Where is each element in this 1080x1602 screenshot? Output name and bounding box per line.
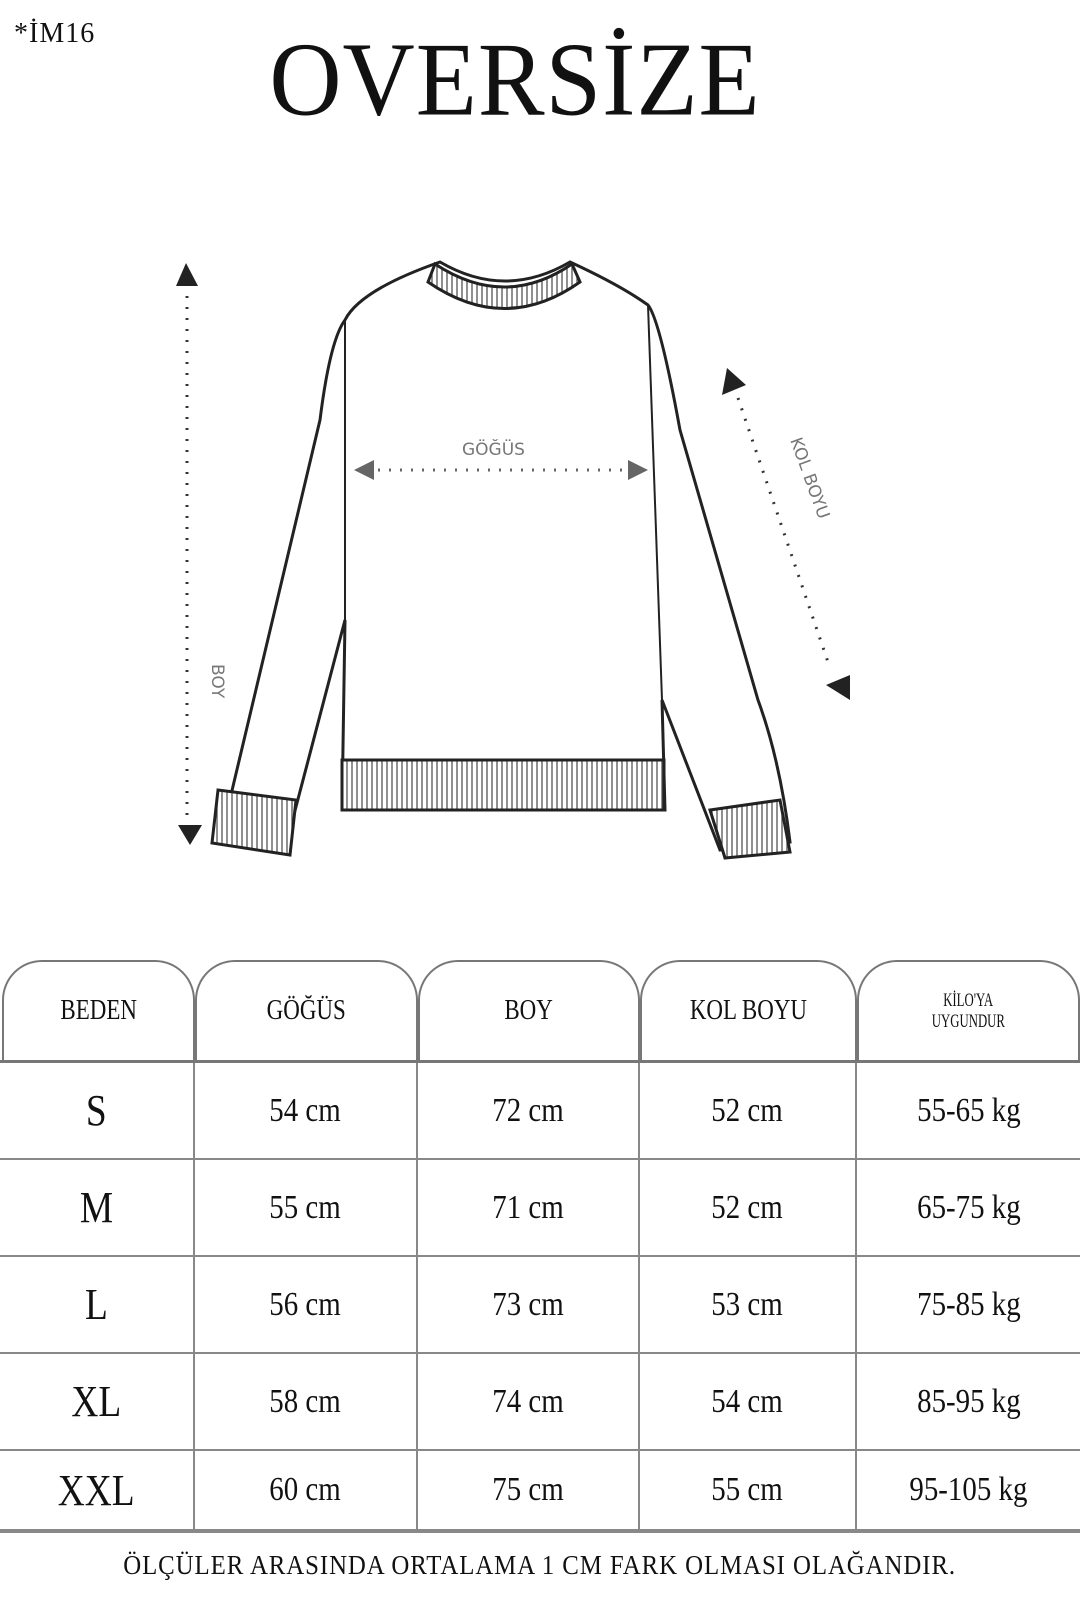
cell-weight: 55-65 kg: [916, 1091, 1021, 1129]
length-label: BOY: [207, 664, 227, 699]
header-size: BEDEN: [2, 960, 195, 1060]
length-arrow: [176, 263, 202, 845]
page-title: OVERSİZE: [269, 21, 761, 138]
cell-length: 74 cm: [418, 1354, 640, 1449]
size-table-body: S 54 cm 72 cm 52 cm 55-65 kg M 55 cm 71 cm 52 cm…: [0, 1060, 1080, 1533]
cell-length: 75 cm: [418, 1451, 640, 1529]
chest-label: GÖĞÜS: [462, 438, 525, 460]
cell-chest: 55 cm: [195, 1160, 418, 1255]
cell-chest: 60 cm: [195, 1451, 418, 1529]
cell-length: 72 cm: [418, 1063, 640, 1158]
cell-size: S: [0, 1063, 195, 1158]
table-row: L 56 cm 73 cm 53 cm 75-85 kg: [0, 1257, 1080, 1354]
cell-sleeve: 53 cm: [640, 1257, 857, 1352]
cell-length: 73 cm: [418, 1257, 640, 1352]
cell-size: M: [0, 1160, 195, 1255]
table-row: XL 58 cm 74 cm 54 cm 85-95 kg: [0, 1354, 1080, 1451]
cell-length: 71 cm: [418, 1160, 640, 1255]
header-sleeve: KOL BOYU: [640, 960, 857, 1060]
table-row: M 55 cm 71 cm 52 cm 65-75 kg: [0, 1160, 1080, 1257]
cell-chest: 54 cm: [195, 1063, 418, 1158]
cell-chest: 58 cm: [195, 1354, 418, 1449]
sleeve-label: KOL BOYU: [785, 435, 833, 522]
cell-weight: 75-85 kg: [916, 1285, 1021, 1323]
cell-size: XL: [0, 1354, 195, 1449]
header-length: BOY: [418, 960, 640, 1060]
header-chest: GÖĞÜS: [195, 960, 418, 1060]
cell-sleeve: 52 cm: [640, 1063, 857, 1158]
sweater-outline: [210, 260, 792, 860]
cell-sleeve: 52 cm: [640, 1160, 857, 1255]
cell-weight: 85-95 kg: [916, 1382, 1021, 1420]
cell-chest: 56 cm: [195, 1257, 418, 1352]
chest-arrow: [354, 460, 648, 480]
cell-sleeve: 54 cm: [640, 1354, 857, 1449]
sweater-diagram: BOY GÖĞÜS KOL BOYU: [176, 260, 850, 860]
cell-weight: 65-75 kg: [916, 1188, 1021, 1226]
cell-weight: 95-105 kg: [909, 1471, 1028, 1508]
sleeve-arrow: [722, 368, 850, 700]
header-weight: KİLO'YA UYGUNDUR: [857, 960, 1080, 1060]
product-code: *İM16: [14, 18, 96, 49]
table-row: XXL 60 cm 75 cm 55 cm 95-105 kg: [0, 1451, 1080, 1529]
cell-sleeve: 55 cm: [640, 1451, 857, 1529]
cell-size: L: [0, 1257, 195, 1352]
cell-size: XXL: [0, 1451, 195, 1529]
measurement-note: ÖLÇÜLER ARASINDA ORTALAMA 1 CM FARK OLMA…: [123, 1550, 957, 1580]
table-row: S 54 cm 72 cm 52 cm 55-65 kg: [0, 1063, 1080, 1160]
